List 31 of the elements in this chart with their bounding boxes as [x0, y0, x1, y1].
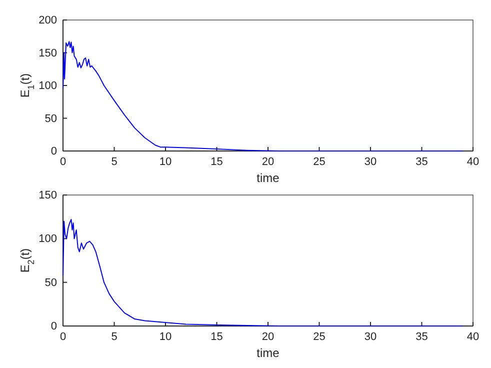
line-series: [62, 41, 464, 152]
x-tick-label: 15: [210, 330, 223, 343]
line-series: [62, 218, 464, 326]
x-tick-label: 30: [364, 330, 377, 343]
y-tick-label: 50: [44, 112, 57, 125]
x-tick-label: 5: [111, 330, 118, 343]
x-tick-label: 25: [313, 156, 326, 168]
x-tick-label: 20: [262, 330, 274, 343]
x-axis-title: time: [256, 346, 280, 360]
x-tick-label: 30: [364, 156, 377, 168]
x-tick-label: 10: [159, 156, 172, 168]
y-tick-label: 150: [38, 47, 57, 60]
x-tick-label: 10: [159, 330, 172, 343]
y-tick-label: 50: [44, 276, 57, 289]
x-tick-label: 5: [111, 156, 118, 168]
x-tick-label: 25: [313, 330, 326, 343]
x-tick-label: 40: [466, 156, 480, 168]
x-tick-label: 40: [466, 330, 480, 343]
y-tick-label: 200: [38, 14, 57, 27]
y-tick-label: 0: [50, 320, 57, 333]
x-tick-label: 0: [60, 330, 66, 343]
x-axis-title: time: [256, 171, 280, 185]
y-tick-label: 100: [38, 80, 57, 92]
y-tick-label: 0: [50, 146, 57, 158]
y-tick-label: 150: [38, 190, 57, 202]
y-tick-label: 100: [38, 233, 57, 246]
x-tick-label: 35: [416, 156, 428, 168]
x-tick-label: 0: [60, 156, 66, 168]
x-tick-label: 35: [416, 330, 428, 343]
x-tick-label: 15: [210, 156, 223, 168]
x-tick-label: 20: [262, 156, 274, 168]
